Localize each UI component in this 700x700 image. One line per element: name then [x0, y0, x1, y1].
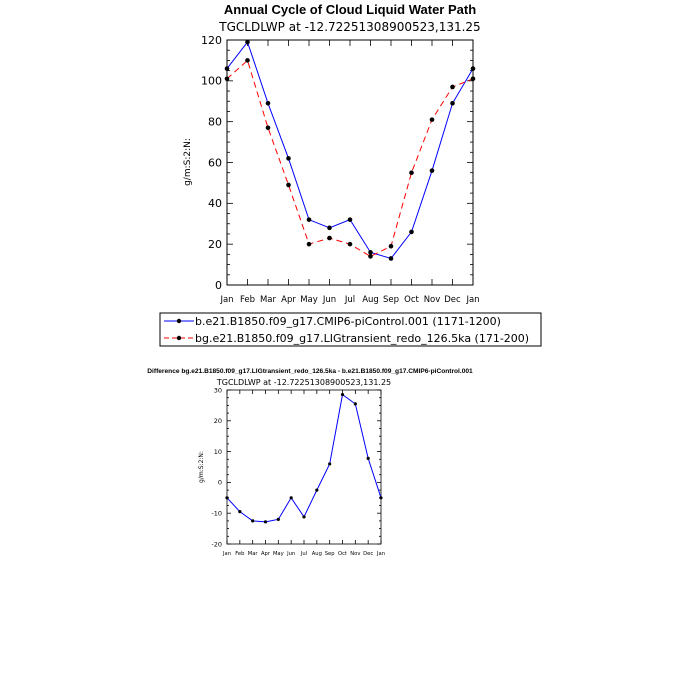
series-1-point	[245, 39, 250, 45]
series-1-point	[409, 229, 414, 235]
y-tick-label: 100	[201, 75, 222, 88]
x-tick-label: Apr	[281, 295, 296, 305]
chart2-ylabel: g/m:S:2:N:	[198, 451, 205, 483]
series-1-point	[379, 496, 383, 500]
chart1-frame	[226, 39, 474, 286]
x-tick-label: Feb	[240, 295, 255, 305]
x-tick-label: Aug	[312, 551, 322, 557]
chart-annual-cycle: Annual Cycle of Cloud Liquid Water Path …	[159, 2, 542, 347]
y-tick-label: 60	[208, 156, 222, 169]
series-2-point	[306, 241, 312, 247]
series-1-point	[263, 520, 268, 524]
x-tick-label: May	[300, 295, 318, 305]
x-tick-label: Feb	[235, 551, 245, 557]
series-1-point	[470, 66, 476, 71]
series-1-point	[368, 250, 373, 255]
y-tick-label: 40	[208, 197, 222, 210]
chart1-subtitle: TGCLDLWP at -12.72251308900523,131.25	[218, 20, 480, 34]
series-1-point	[286, 156, 291, 161]
series-1-point	[225, 496, 229, 500]
chart1-ylabel: g/m:S:2:N:	[183, 138, 193, 186]
legend-marker-series1	[176, 318, 182, 324]
x-tick-label: Jul	[300, 551, 307, 557]
x-tick-label: Dec	[444, 295, 461, 305]
series-2-point	[429, 117, 435, 122]
series-line-1	[226, 40, 474, 260]
series-1-point	[276, 517, 280, 521]
series-2-point	[286, 182, 291, 188]
series-2-point	[347, 241, 353, 247]
series-2-point	[245, 58, 250, 63]
x-tick-label: Oct	[338, 551, 347, 557]
series-1-point	[429, 168, 435, 173]
x-tick-label: Apr	[261, 551, 271, 557]
x-tick-label: Nov	[424, 295, 441, 305]
series-2-point	[368, 254, 373, 259]
series-1-point	[289, 496, 293, 500]
series-1-point	[238, 510, 242, 514]
x-tick-label: Jun	[322, 295, 336, 305]
series-1-point	[251, 519, 255, 523]
series-2-point	[388, 243, 394, 249]
y-tick-label: -10	[211, 509, 222, 517]
chart1-title: Annual Cycle of Cloud Liquid Water Path	[224, 2, 476, 17]
series-2-point	[224, 76, 230, 82]
x-tick-label: Jun	[286, 551, 295, 557]
y-tick-label: 120	[201, 34, 222, 47]
series-2-point	[327, 235, 332, 241]
x-tick-label: Jan	[222, 551, 231, 557]
series-1-point	[327, 225, 332, 231]
x-tick-label: Dec	[363, 551, 373, 557]
x-tick-label: Jan	[219, 295, 233, 305]
chart2-subtitle: TGCLDLWP at -12.72251308900523,131.25	[216, 378, 391, 387]
x-tick-label: May	[273, 551, 284, 557]
series-2-point	[450, 84, 455, 90]
x-tick-label: Mar	[248, 551, 259, 557]
x-tick-label: Aug	[362, 295, 379, 305]
y-tick-label: 10	[214, 448, 222, 456]
x-tick-label: Jan	[376, 551, 385, 557]
legend-marker-series2	[176, 335, 182, 341]
chart-difference: Difference bg.e21.B1850.f09_g17.LIGtrans…	[147, 368, 473, 557]
y-tick-label: 0	[215, 279, 222, 292]
y-tick-label: -20	[211, 540, 222, 548]
series-1-point	[353, 402, 357, 406]
series-1-point	[315, 488, 319, 492]
legend-label-series2: bg.e21.B1850.f09_g17.LIGtransient_redo_1…	[195, 332, 529, 345]
series-1-point	[302, 515, 306, 519]
y-tick-label: 0	[218, 479, 222, 487]
x-tick-label: Sep	[383, 295, 399, 305]
series-1-point	[265, 100, 271, 106]
chart2-title: Difference bg.e21.B1850.f09_g17.LIGtrans…	[147, 368, 473, 375]
y-tick-label: 30	[214, 386, 222, 394]
legend-label-series1: b.e21.B1850.f09_g17.CMIP6-piControl.001 …	[195, 315, 501, 328]
x-tick-label: Mar	[260, 295, 277, 305]
series-1-point	[224, 66, 230, 71]
series-2-point	[470, 76, 476, 82]
chart1-legend: b.e21.B1850.f09_g17.CMIP6-piControl.001 …	[159, 312, 542, 347]
series-1-point	[340, 393, 345, 397]
series-2-point	[265, 125, 271, 131]
series-1-point	[450, 100, 455, 106]
series-1-point	[366, 456, 370, 460]
x-tick-label: Oct	[404, 295, 419, 305]
x-tick-label: Nov	[350, 551, 360, 557]
legend-box	[159, 312, 542, 347]
series-line-1	[226, 393, 382, 523]
y-tick-label: 20	[208, 238, 222, 251]
x-tick-label: Jul	[344, 295, 355, 305]
y-tick-label: 80	[208, 116, 222, 129]
series-1-point	[347, 217, 353, 222]
x-tick-label: Jan	[465, 295, 479, 305]
series-1-point	[306, 217, 312, 222]
y-tick-label: 20	[214, 417, 222, 425]
x-tick-label: Sep	[325, 551, 335, 557]
series-2-point	[409, 170, 414, 176]
series-1-point	[388, 256, 394, 261]
series-1-point	[328, 462, 332, 466]
